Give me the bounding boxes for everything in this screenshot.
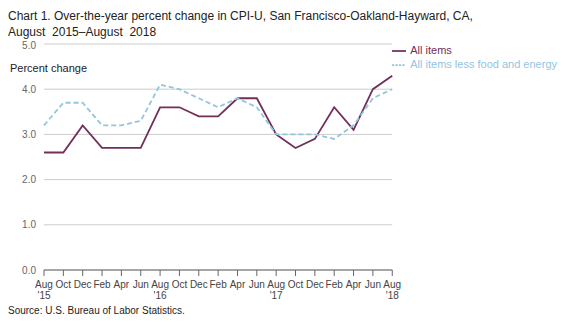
svg-text:Apr: Apr — [230, 279, 246, 290]
html-text:All items: All items — [410, 44, 452, 56]
html-text:Chart 1. Over-the-year percent: Chart 1. Over-the-year percent change in… — [8, 9, 473, 23]
svg-text:Jun: Jun — [365, 279, 381, 290]
svg-text:Dec: Dec — [190, 279, 208, 290]
svg-text:Feb: Feb — [210, 279, 228, 290]
svg-text:Jun: Jun — [249, 279, 265, 290]
svg-text:Feb: Feb — [93, 279, 111, 290]
svg-text:Aug'17: Aug'17 — [267, 279, 285, 301]
svg-text:Oct: Oct — [172, 279, 188, 290]
svg-text:Dec: Dec — [306, 279, 324, 290]
svg-text:Jun: Jun — [133, 279, 149, 290]
svg-text:2.0: 2.0 — [22, 174, 36, 185]
svg-text:Apr: Apr — [114, 279, 130, 290]
svg-text:Aug'15: Aug'15 — [35, 279, 53, 301]
html-text:Percent change: Percent change — [10, 62, 88, 74]
svg-text:Aug'16: Aug'16 — [151, 279, 169, 301]
html-text:August 2015–August 2018: August 2015–August 2018 — [8, 25, 157, 39]
svg-text:Feb: Feb — [326, 279, 344, 290]
svg-text:3.0: 3.0 — [22, 129, 36, 140]
svg-text:4.0: 4.0 — [22, 84, 36, 95]
svg-text:5.0: 5.0 — [22, 40, 36, 51]
svg-text:Oct: Oct — [56, 279, 72, 290]
svg-text:0.0: 0.0 — [22, 265, 36, 276]
svg-text:1.0: 1.0 — [22, 219, 36, 230]
svg-text:Aug'18: Aug'18 — [383, 279, 401, 301]
svg-text:Oct: Oct — [288, 279, 304, 290]
html-text:All items less food and energy: All items less food and energy — [410, 58, 557, 71]
svg-text:Dec: Dec — [74, 279, 92, 290]
html-text:Source: U.S. Bureau of Labor S: Source: U.S. Bureau of Labor Statistics. — [8, 305, 185, 316]
svg-text:Apr: Apr — [346, 279, 362, 290]
